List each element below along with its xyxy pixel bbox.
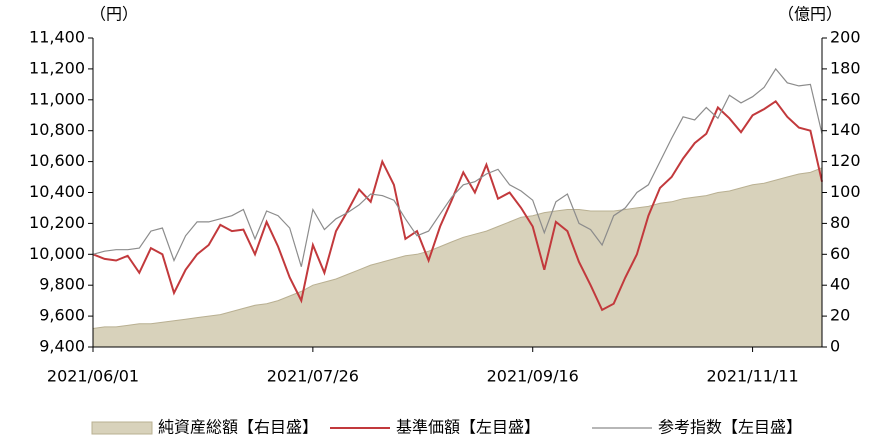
y-tick-label: 9,800 [39, 275, 85, 294]
y-tick-label: 10,000 [29, 244, 85, 263]
legend-label: 基準価額【左目盛】 [396, 418, 540, 437]
y2-tick-label: 80 [830, 213, 850, 232]
y-tick-label: 9,400 [39, 337, 85, 356]
x-tick-label: 2021/06/01 [47, 367, 139, 386]
y-tick-label: 11,200 [29, 58, 85, 77]
y-tick-label: 10,800 [29, 120, 85, 139]
legend-swatch [91, 421, 153, 435]
x-tick-label: 2021/07/26 [267, 367, 359, 386]
y-tick-label: 10,400 [29, 182, 85, 201]
legend-label: 参考指数【左目盛】 [658, 418, 802, 437]
y2-tick-label: 140 [830, 120, 861, 139]
y-axis-unit: （円） [90, 5, 138, 24]
y2-tick-label: 200 [830, 28, 861, 47]
area [92, 167, 823, 348]
y2-tick-label: 0 [830, 337, 840, 356]
y-tick-label: 11,000 [29, 89, 85, 108]
y-tick-label: 11,400 [29, 28, 85, 47]
line [92, 67, 823, 267]
y2-tick-label: 180 [830, 58, 861, 77]
x-tick-label: 2021/11/11 [706, 367, 798, 386]
legend-label: 純資産総額【右目盛】 [158, 418, 318, 437]
y-tick-label: 10,600 [29, 151, 85, 170]
y2-tick-label: 100 [830, 182, 861, 201]
y2-axis-unit: （億円） [778, 5, 842, 24]
line [92, 99, 823, 312]
y2-tick-label: 20 [830, 306, 850, 325]
y2-tick-label: 120 [830, 151, 861, 170]
y-tick-label: 9,600 [39, 306, 85, 325]
y2-tick-label: 60 [830, 244, 850, 263]
y2-tick-label: 40 [830, 275, 850, 294]
y2-tick-label: 160 [830, 89, 861, 108]
y-tick-label: 10,200 [29, 213, 85, 232]
x-tick-label: 2021/09/16 [487, 367, 579, 386]
